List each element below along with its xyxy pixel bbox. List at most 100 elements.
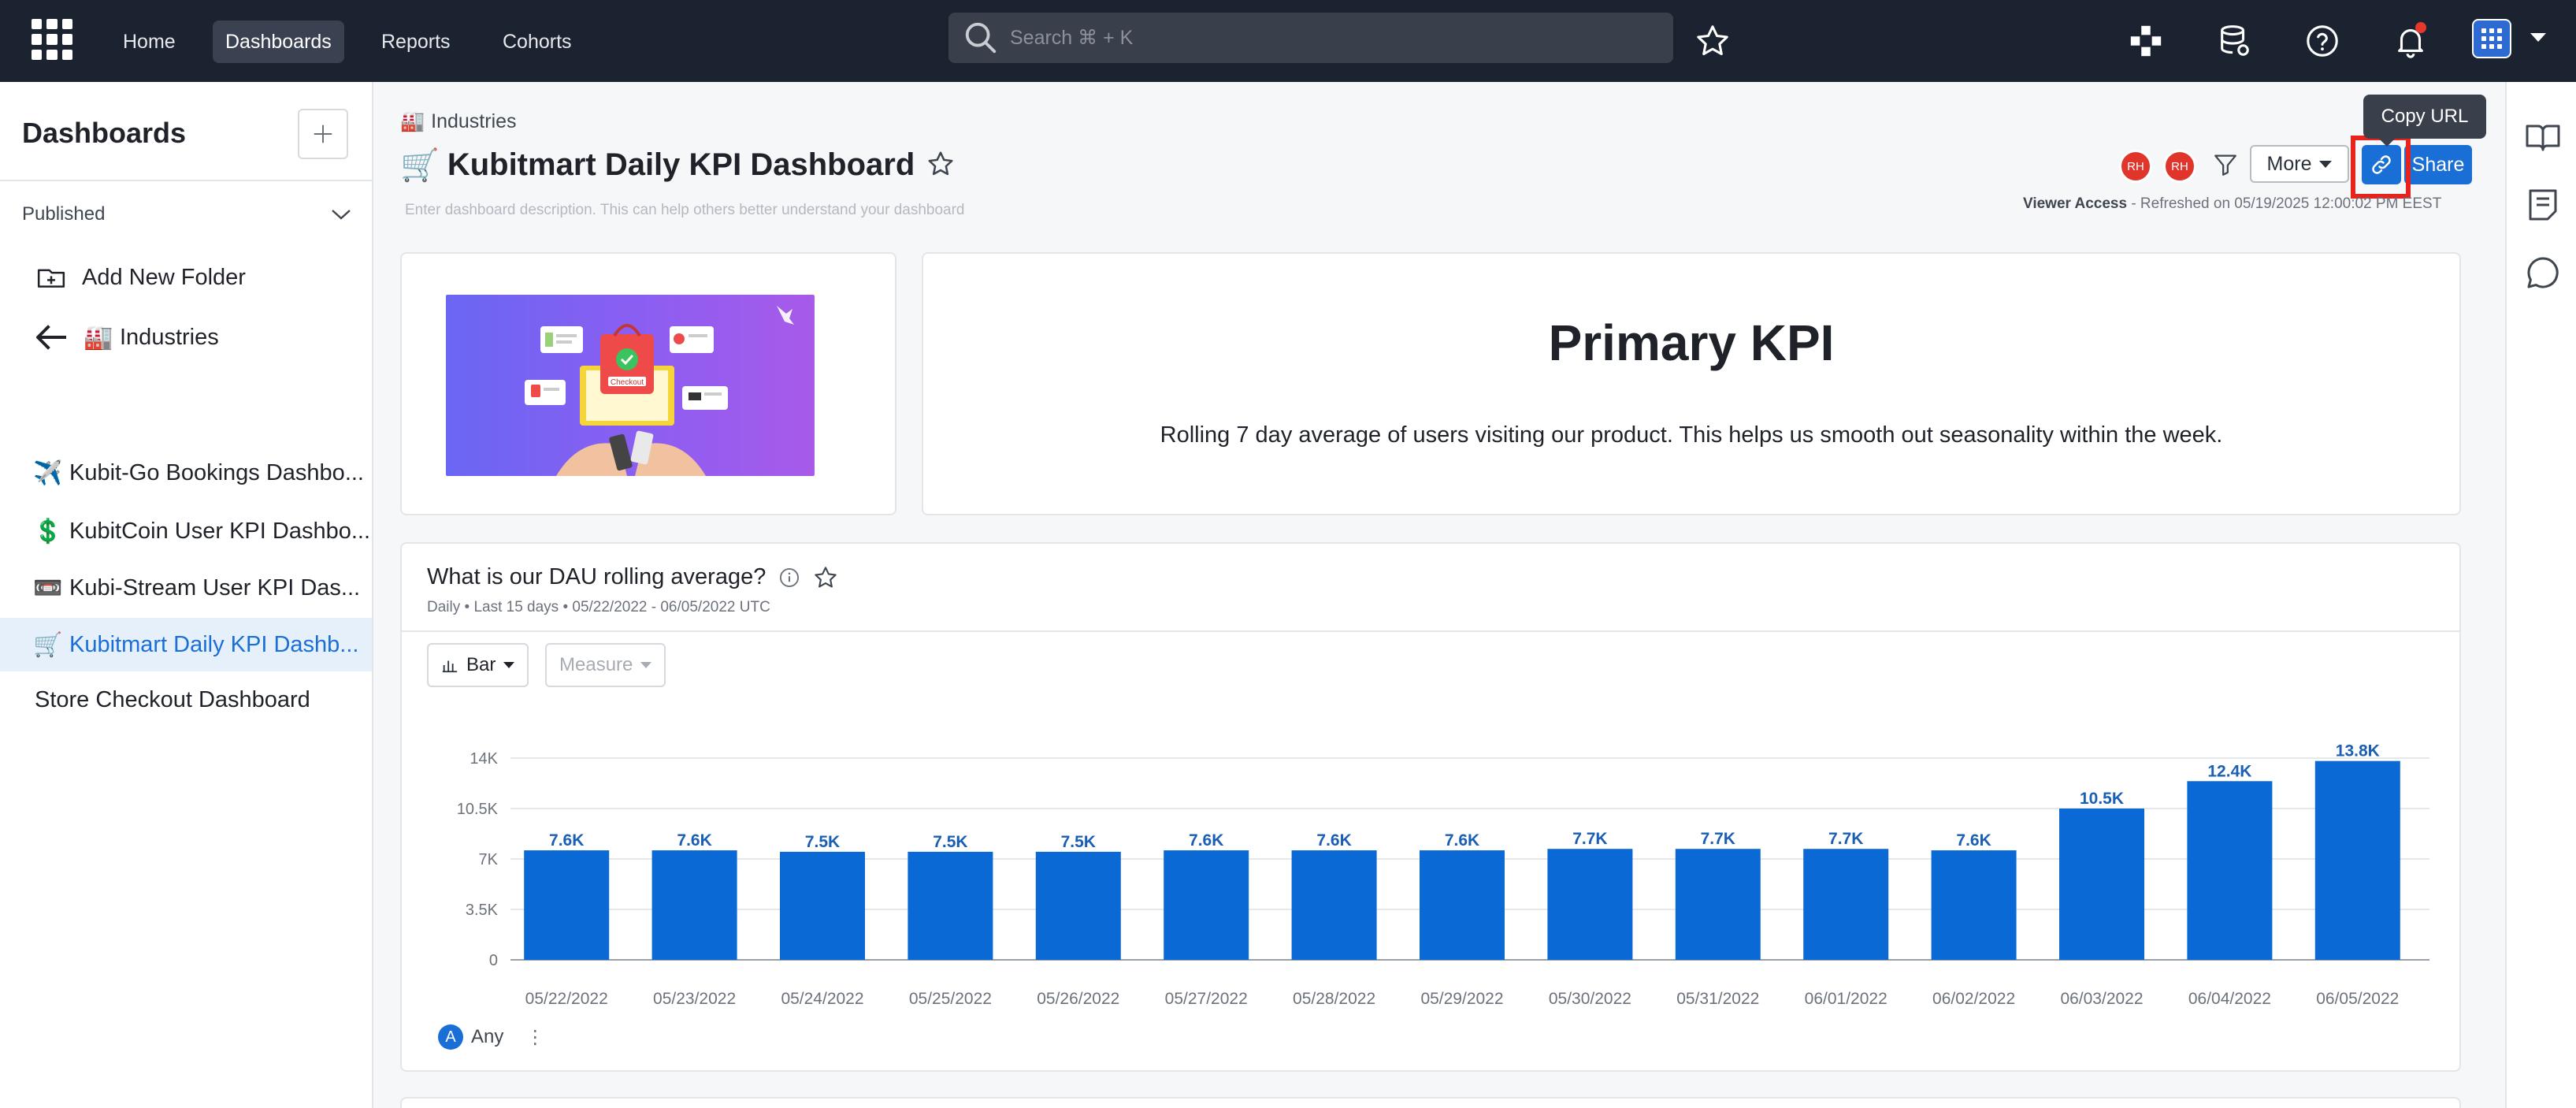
chevron-down-icon (2319, 160, 2333, 168)
chart-type-select[interactable]: Bar (427, 643, 529, 687)
star-icon[interactable] (813, 565, 838, 590)
bar-chart-icon (442, 660, 458, 673)
bar-data-label: 7.7K (1828, 830, 1863, 848)
nav-cohorts[interactable]: Cohorts (503, 30, 572, 53)
sidebar-item-kubitmart-daily-kpi[interactable]: 🛒 Kubitmart Daily KPI Dashb... (0, 618, 372, 671)
bar-data-label: 7.6K (1956, 831, 1991, 850)
avatar[interactable]: RH (2163, 150, 2196, 183)
nav-dashboards[interactable]: Dashboards (213, 20, 344, 63)
bar[interactable] (651, 850, 737, 960)
y-tick-label: 7K (479, 851, 499, 868)
sidebar-item-label: KubitCoin User KPI Dashbo... (69, 518, 371, 544)
bar[interactable] (2059, 809, 2144, 960)
sidebar-item-store-checkout[interactable]: Store Checkout Dashboard (0, 673, 372, 727)
chevron-down-icon (503, 662, 515, 668)
measure-select[interactable]: Measure (545, 643, 666, 687)
nav-reports[interactable]: Reports (381, 30, 451, 53)
chart-legend: A Any ⋮ (438, 1024, 544, 1050)
sidebar-item-industries[interactable]: 🏭 Industries (0, 310, 372, 364)
refreshed-timestamp: - Refreshed on 05/19/2025 12:00:02 PM EE… (2127, 195, 2442, 212)
x-tick-label: 05/29/2022 (1420, 990, 1503, 1008)
x-tick-label: 05/25/2022 (909, 990, 992, 1008)
right-rail (2505, 82, 2576, 1108)
user-menu-button[interactable] (2472, 19, 2511, 58)
more-label: More (2266, 152, 2312, 175)
search-input[interactable] (1010, 26, 1640, 50)
more-button[interactable]: More (2250, 145, 2349, 183)
chart-meta: Daily • Last 15 days • 05/22/2022 - 06/0… (427, 599, 770, 615)
y-tick-label: 3.5K (466, 902, 499, 919)
apps-grid-icon[interactable] (32, 19, 72, 60)
x-tick-label: 06/04/2022 (2188, 990, 2271, 1008)
sidebar-item-kubi-stream-user-kpi[interactable]: 📼 Kubi-Stream User KPI Das... (0, 561, 372, 615)
shopping-cart-emoji-icon: 🛒 (33, 631, 63, 658)
copy-url-tooltip: Copy URL (2363, 95, 2486, 147)
videocassette-emoji-icon: 📼 (33, 574, 63, 601)
industries-emoji-icon: 🏭 (84, 324, 113, 351)
bar-data-label: 7.5K (1061, 833, 1096, 851)
favorite-star-icon[interactable] (926, 150, 955, 178)
info-icon[interactable] (778, 567, 800, 589)
help-icon[interactable] (2299, 17, 2346, 65)
nav-home[interactable]: Home (123, 30, 176, 53)
bar[interactable] (908, 851, 993, 960)
chart-title-text[interactable]: What is our DAU rolling average? (427, 564, 766, 589)
sidebar-item-add-new-folder[interactable]: Add New Folder (0, 251, 372, 304)
sidebar-item-label: Kubit-Go Bookings Dashbo... (69, 459, 364, 485)
bar[interactable] (780, 851, 865, 960)
bar-data-label: 7.7K (1701, 830, 1735, 848)
bar[interactable] (1420, 850, 1505, 960)
bar-data-label: 7.6K (1316, 831, 1351, 850)
bar-data-label: 12.4K (2207, 762, 2251, 780)
y-tick-label: 14K (470, 750, 498, 768)
bar[interactable] (2187, 781, 2273, 960)
avatar[interactable]: RH (2119, 150, 2152, 183)
x-tick-label: 06/03/2022 (2060, 990, 2143, 1008)
link-icon (2372, 155, 2391, 174)
bar[interactable] (524, 850, 610, 960)
bar[interactable] (1035, 851, 1121, 960)
bar-data-label: 10.5K (2080, 790, 2124, 808)
dollar-emoji-icon: 💲 (33, 518, 63, 545)
breadcrumb[interactable]: 🏭 Industries (400, 110, 517, 133)
segment-label[interactable]: Any (471, 1026, 504, 1047)
bar[interactable] (1675, 849, 1761, 960)
notification-dot (2415, 22, 2426, 33)
filter-icon[interactable] (2212, 151, 2239, 178)
chevron-down-icon[interactable] (329, 206, 353, 222)
bar-data-label: 7.6K (1189, 831, 1223, 850)
user-menu-chevron-down-icon[interactable] (2530, 33, 2546, 42)
bar[interactable] (1931, 850, 2017, 960)
search-bar[interactable] (948, 13, 1673, 63)
bar[interactable] (1291, 850, 1377, 960)
x-tick-label: 05/27/2022 (1165, 990, 1248, 1008)
segment-menu-icon[interactable]: ⋮ (525, 1026, 545, 1048)
share-button[interactable]: Share (2404, 145, 2472, 184)
bar[interactable] (1164, 850, 1249, 960)
open-book-icon[interactable] (2524, 118, 2562, 156)
x-tick-label: 05/31/2022 (1676, 990, 1759, 1008)
sidebar-item-label: Store Checkout Dashboard (35, 686, 310, 712)
x-tick-label: 05/23/2022 (653, 990, 736, 1008)
sidebar-item-kubit-go-bookings[interactable]: ✈️ Kubit-Go Bookings Dashbo... (0, 446, 372, 500)
copy-url-button[interactable] (2362, 145, 2401, 184)
comment-bubble-icon[interactable] (2524, 254, 2562, 292)
bar[interactable] (2314, 760, 2400, 960)
x-tick-label: 05/22/2022 (525, 990, 608, 1008)
notifications-bell-icon[interactable] (2387, 17, 2434, 65)
database-settings-icon[interactable] (2210, 17, 2258, 65)
favorites-star-icon[interactable] (1689, 17, 1736, 65)
chevron-down-icon (640, 662, 652, 668)
integrations-icon[interactable] (2122, 17, 2170, 65)
bar[interactable] (1547, 849, 1633, 960)
sidebar-item-label: Kubitmart Daily KPI Dashb... (69, 631, 359, 657)
add-dashboard-button[interactable] (298, 109, 348, 159)
kpi-title: Primary KPI (1548, 314, 1835, 371)
bar[interactable] (1803, 849, 1889, 960)
breadcrumb-label: Industries (431, 110, 517, 132)
sidebar-item-kubitcoin-user-kpi[interactable]: 💲 KubitCoin User KPI Dashbo... (0, 504, 372, 558)
sidebar-item-label: Industries (120, 324, 219, 350)
airplane-emoji-icon: ✈️ (33, 459, 63, 486)
notes-icon[interactable] (2524, 186, 2562, 224)
dashboard-description[interactable]: Enter dashboard description. This can he… (405, 202, 965, 218)
